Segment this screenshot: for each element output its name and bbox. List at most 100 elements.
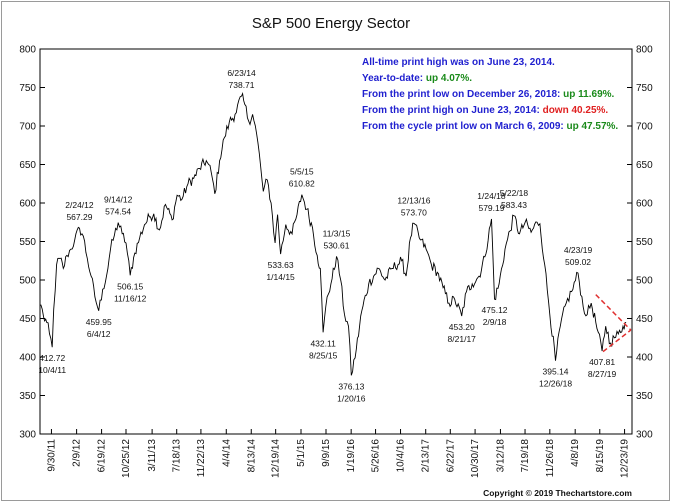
price-line — [40, 91, 627, 376]
y-tick-label-left: 300 — [19, 430, 36, 441]
y-tick-label-right: 800 — [636, 45, 653, 56]
x-tick-label: 9/9/15 — [321, 439, 332, 467]
symmetrical-triangle — [595, 294, 632, 353]
annotation-date: 6/4/12 — [87, 329, 111, 339]
y-tick-label-right: 650 — [636, 160, 653, 171]
annotation-date: 6/23/14 — [227, 68, 256, 78]
y-tick-label-left: 650 — [19, 160, 36, 171]
annotation-value: 533.63 — [268, 260, 294, 270]
y-tick-label-left: 350 — [19, 391, 36, 402]
y-tick-label-left: 400 — [19, 353, 36, 364]
annotation-value: 376.13 — [338, 381, 364, 391]
annotation-date: 4/23/19 — [564, 245, 593, 255]
info-line-value: down 40.25%. — [543, 105, 609, 116]
info-line: From the cycle print low on March 6, 200… — [362, 121, 618, 132]
x-tick-label: 11/26/18 — [545, 439, 556, 478]
x-tick-label: 7/18/13 — [172, 439, 183, 473]
annotation-date: 5/22/18 — [500, 188, 529, 198]
annotation-value: 506.15 — [117, 281, 143, 291]
x-tick-label: 2/9/12 — [72, 439, 83, 467]
annotation-date: 8/21/17 — [448, 334, 477, 344]
info-line-value: up 4.07%. — [426, 73, 472, 84]
y-tick-label-left: 600 — [19, 199, 36, 210]
annotation-date: 2/9/18 — [483, 317, 507, 327]
x-tick-label: 10/25/12 — [121, 439, 132, 478]
chart-title: S&P 500 Energy Sector — [252, 15, 410, 32]
x-tick-label: 12/19/14 — [271, 439, 282, 478]
info-line-value: up 47.57%. — [567, 121, 619, 132]
x-tick-label: 8/13/14 — [246, 439, 257, 473]
annotation-date: 11/3/15 — [323, 228, 351, 238]
info-line-text: From the print low on December 26, 2018: — [362, 89, 563, 100]
annotation-date: 12/13/16 — [397, 195, 430, 205]
info-line: From the print low on December 26, 2018:… — [362, 89, 615, 100]
info-line: Year-to-date: up 4.07%. — [362, 73, 472, 84]
annotation-value: 567.29 — [66, 212, 92, 222]
x-tick-label: 12/23/19 — [620, 439, 631, 478]
annotation-value: 738.71 — [229, 80, 255, 90]
info-line-text: From the cycle print low on March 6, 200… — [362, 121, 567, 132]
y-tick-label-right: 500 — [636, 276, 653, 287]
x-tick-label: 4/4/14 — [221, 439, 232, 467]
x-tick-label: 2/13/17 — [421, 439, 432, 473]
info-line-text: All-time print high was on June 23, 2014… — [362, 57, 555, 68]
triangle-lower-line — [602, 329, 632, 353]
annotation-value: 509.02 — [565, 257, 591, 267]
x-tick-label: 5/26/16 — [371, 439, 382, 473]
y-tick-label-right: 350 — [636, 391, 653, 402]
series-layer — [40, 91, 627, 376]
info-box: All-time print high was on June 23, 2014… — [362, 57, 618, 132]
x-tick-label: 5/1/15 — [296, 439, 307, 467]
annotation-value: 453.20 — [449, 322, 475, 332]
annotation-value: 407.81 — [589, 357, 615, 367]
info-line-text: Year-to-date: — [362, 73, 426, 84]
annotation-value: 395.14 — [543, 367, 569, 377]
annotation-value: 459.95 — [86, 317, 112, 327]
annotation-value: 530.61 — [323, 240, 349, 250]
y-tick-label-right: 600 — [636, 199, 653, 210]
annotation-date: 1/20/16 — [337, 393, 366, 403]
annotation-date: 1/24/18 — [477, 191, 506, 201]
x-tick-label: 1/19/16 — [346, 439, 357, 473]
annotation-value: 583.43 — [501, 200, 527, 210]
y-tick-label-left: 550 — [19, 237, 36, 248]
info-line: From the print high on June 23, 2014: do… — [362, 105, 608, 116]
y-axis-left: 300 350 400 450 500 550 600 650 700 750 800 — [19, 45, 45, 441]
x-tick-label: 9/30/11 — [46, 439, 57, 472]
annotation-date: 12/26/18 — [539, 379, 572, 389]
annotation-date: 8/27/19 — [588, 369, 617, 379]
x-tick-label: 10/4/16 — [396, 439, 407, 473]
annotation-value: 610.82 — [289, 179, 315, 189]
info-line-text: From the print high on June 23, 2014: — [362, 105, 543, 116]
annotation-date: 9/14/12 — [104, 195, 133, 205]
y-tick-label-left: 750 — [19, 83, 36, 94]
annotation-date: 8/25/15 — [309, 350, 338, 360]
x-tick-label: 3/11/13 — [147, 439, 158, 472]
y-tick-label-left: 800 — [19, 45, 36, 56]
y-tick-label-right: 700 — [636, 122, 653, 133]
x-tick-label: 6/22/17 — [445, 439, 456, 473]
y-axis-right: 300 350 400 450 500 550 600 650 700 750 800 — [627, 45, 653, 441]
y-tick-label-right: 400 — [636, 353, 653, 364]
y-tick-label-left: 450 — [19, 314, 36, 325]
annotation-value: 579.19 — [478, 203, 504, 213]
y-tick-label-left: 700 — [19, 122, 36, 133]
x-tick-label: 6/19/12 — [97, 439, 108, 473]
annotation-value: 432.11 — [310, 338, 336, 348]
triangle-upper-line — [595, 294, 632, 331]
y-tick-label-right: 750 — [636, 83, 653, 94]
annotation-value: 573.70 — [401, 207, 427, 217]
x-tick-label: 3/12/18 — [495, 439, 506, 473]
x-tick-label: 11/22/13 — [196, 439, 207, 478]
x-tick-label: 4/8/19 — [570, 439, 581, 467]
annotations-layer: 412.72 10/4/11 2/24/12 567.29 459.95 6/4/12 9/… — [38, 68, 616, 403]
info-line: All-time print high was on June 23, 2014… — [362, 57, 555, 68]
y-tick-label-right: 300 — [636, 430, 653, 441]
annotation-date: 2/24/12 — [65, 200, 94, 210]
annotation-value: 475.12 — [482, 305, 508, 315]
annotation-value: 412.72 — [39, 353, 65, 363]
y-tick-label-right: 450 — [636, 314, 653, 325]
y-tick-label-right: 550 — [636, 237, 653, 248]
